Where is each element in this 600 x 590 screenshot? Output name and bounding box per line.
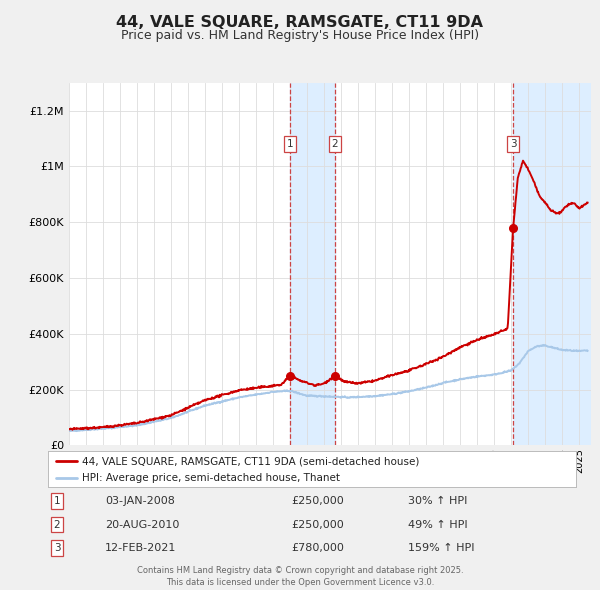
Text: £250,000: £250,000 bbox=[291, 496, 344, 506]
Text: 12-FEB-2021: 12-FEB-2021 bbox=[105, 543, 176, 553]
Text: 20-AUG-2010: 20-AUG-2010 bbox=[105, 520, 179, 529]
Bar bbox=[290, 83, 335, 445]
Text: 1: 1 bbox=[53, 496, 61, 506]
Text: Price paid vs. HM Land Registry's House Price Index (HPI): Price paid vs. HM Land Registry's House … bbox=[121, 30, 479, 42]
Text: 2: 2 bbox=[53, 520, 61, 529]
Text: 30% ↑ HPI: 30% ↑ HPI bbox=[408, 496, 467, 506]
Text: 44, VALE SQUARE, RAMSGATE, CT11 9DA: 44, VALE SQUARE, RAMSGATE, CT11 9DA bbox=[116, 15, 484, 30]
Text: 1: 1 bbox=[287, 139, 293, 149]
Text: Contains HM Land Registry data © Crown copyright and database right 2025.
This d: Contains HM Land Registry data © Crown c… bbox=[137, 566, 463, 587]
Text: 49% ↑ HPI: 49% ↑ HPI bbox=[408, 520, 467, 529]
Bar bbox=[513, 83, 591, 445]
Text: £250,000: £250,000 bbox=[291, 520, 344, 529]
Text: 159% ↑ HPI: 159% ↑ HPI bbox=[408, 543, 475, 553]
Text: 44, VALE SQUARE, RAMSGATE, CT11 9DA (semi-detached house): 44, VALE SQUARE, RAMSGATE, CT11 9DA (sem… bbox=[82, 456, 419, 466]
Text: 3: 3 bbox=[510, 139, 517, 149]
Text: 2: 2 bbox=[332, 139, 338, 149]
Text: HPI: Average price, semi-detached house, Thanet: HPI: Average price, semi-detached house,… bbox=[82, 473, 340, 483]
Text: 3: 3 bbox=[53, 543, 61, 553]
Text: 03-JAN-2008: 03-JAN-2008 bbox=[105, 496, 175, 506]
Text: £780,000: £780,000 bbox=[291, 543, 344, 553]
